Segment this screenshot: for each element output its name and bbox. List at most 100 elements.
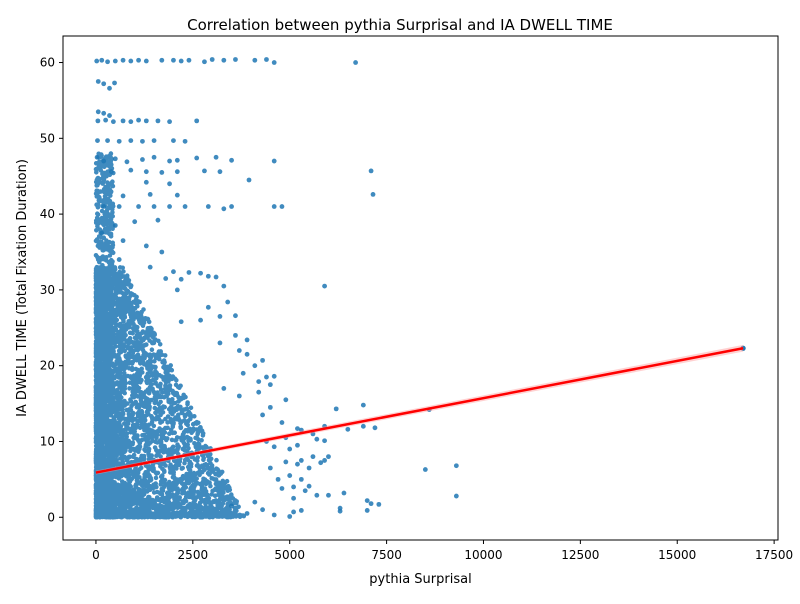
data-point bbox=[267, 465, 273, 471]
data-point bbox=[120, 118, 126, 124]
x-axis-label: pythia Surprisal bbox=[369, 572, 471, 587]
data-point bbox=[275, 476, 281, 482]
data-point bbox=[178, 319, 184, 325]
x-tick-label: 10000 bbox=[464, 548, 502, 562]
data-point bbox=[221, 283, 227, 289]
data-point bbox=[295, 442, 300, 448]
data-point bbox=[143, 243, 149, 249]
data-point bbox=[112, 58, 118, 64]
data-point bbox=[112, 223, 118, 228]
data-point bbox=[167, 204, 172, 209]
data-point bbox=[205, 204, 211, 209]
data-point bbox=[260, 357, 265, 363]
data-point bbox=[260, 412, 265, 418]
x-tick-label: 0 bbox=[92, 548, 100, 562]
data-point bbox=[322, 283, 327, 289]
data-point bbox=[267, 382, 273, 388]
data-point bbox=[202, 59, 207, 65]
data-point bbox=[287, 514, 293, 519]
y-tick-label: 50 bbox=[40, 131, 55, 145]
data-point bbox=[291, 509, 296, 515]
data-point bbox=[310, 431, 316, 437]
data-point bbox=[221, 57, 227, 63]
data-point bbox=[174, 157, 180, 163]
dense-point-cloud bbox=[93, 151, 247, 520]
x-tick-label: 12500 bbox=[561, 548, 599, 562]
x-tick-label: 15000 bbox=[658, 548, 696, 562]
data-point bbox=[279, 486, 285, 491]
data-point bbox=[279, 204, 285, 209]
data-point bbox=[140, 157, 145, 162]
data-point bbox=[94, 154, 100, 160]
data-point bbox=[140, 138, 145, 144]
data-point bbox=[271, 60, 277, 65]
data-point bbox=[167, 158, 172, 164]
data-point bbox=[116, 204, 122, 209]
data-point bbox=[333, 406, 339, 412]
data-point bbox=[128, 58, 134, 64]
data-point bbox=[264, 374, 269, 380]
data-point bbox=[233, 57, 238, 62]
data-point bbox=[120, 193, 126, 199]
y-tick-label: 10 bbox=[40, 434, 55, 448]
data-point bbox=[143, 58, 149, 64]
data-point bbox=[151, 204, 157, 209]
data-point bbox=[103, 117, 109, 123]
data-point bbox=[112, 80, 117, 86]
data-point bbox=[136, 57, 141, 63]
data-point bbox=[453, 493, 459, 499]
plot-frame bbox=[62, 35, 779, 541]
data-point bbox=[155, 118, 161, 124]
data-point bbox=[99, 230, 105, 236]
data-point bbox=[178, 58, 184, 64]
data-point bbox=[198, 270, 203, 276]
data-point bbox=[326, 492, 331, 498]
data-point bbox=[244, 351, 250, 357]
data-point bbox=[295, 426, 300, 431]
dense-point-cloud-path bbox=[93, 151, 247, 520]
data-point bbox=[143, 118, 149, 124]
data-point bbox=[376, 501, 382, 507]
data-point bbox=[167, 181, 172, 187]
data-point bbox=[105, 59, 110, 65]
data-point bbox=[136, 204, 141, 209]
data-point bbox=[279, 420, 285, 425]
data-point bbox=[318, 460, 324, 466]
data-point bbox=[298, 476, 304, 482]
data-point bbox=[326, 454, 331, 460]
data-point bbox=[198, 317, 203, 323]
data-point bbox=[171, 138, 176, 143]
data-point bbox=[171, 57, 176, 63]
data-point bbox=[105, 138, 110, 143]
data-point bbox=[287, 473, 293, 478]
y-tick-label: 30 bbox=[40, 283, 55, 297]
data-point bbox=[252, 499, 258, 505]
data-point bbox=[337, 508, 343, 514]
data-point bbox=[213, 154, 219, 160]
y-tick-label: 20 bbox=[40, 359, 55, 373]
regression-layer bbox=[95, 344, 744, 475]
data-point bbox=[236, 348, 242, 353]
data-point bbox=[291, 495, 296, 501]
data-point bbox=[107, 113, 112, 118]
chart-title: Correlation between pythia Surprisal and… bbox=[187, 16, 613, 34]
data-point bbox=[202, 168, 207, 174]
data-point bbox=[229, 157, 234, 163]
data-point bbox=[163, 276, 169, 281]
data-point bbox=[256, 379, 262, 384]
data-point bbox=[128, 119, 134, 125]
data-point bbox=[217, 314, 223, 319]
data-point bbox=[264, 57, 269, 62]
data-point bbox=[221, 206, 227, 212]
data-point bbox=[298, 508, 304, 513]
data-point bbox=[370, 192, 376, 197]
data-point bbox=[128, 167, 134, 173]
data-point bbox=[246, 177, 252, 183]
data-point bbox=[147, 192, 153, 197]
x-tick-label: 2500 bbox=[178, 548, 209, 562]
data-point bbox=[360, 423, 366, 429]
data-point bbox=[233, 313, 238, 319]
data-point bbox=[453, 463, 459, 469]
data-point bbox=[213, 274, 219, 280]
